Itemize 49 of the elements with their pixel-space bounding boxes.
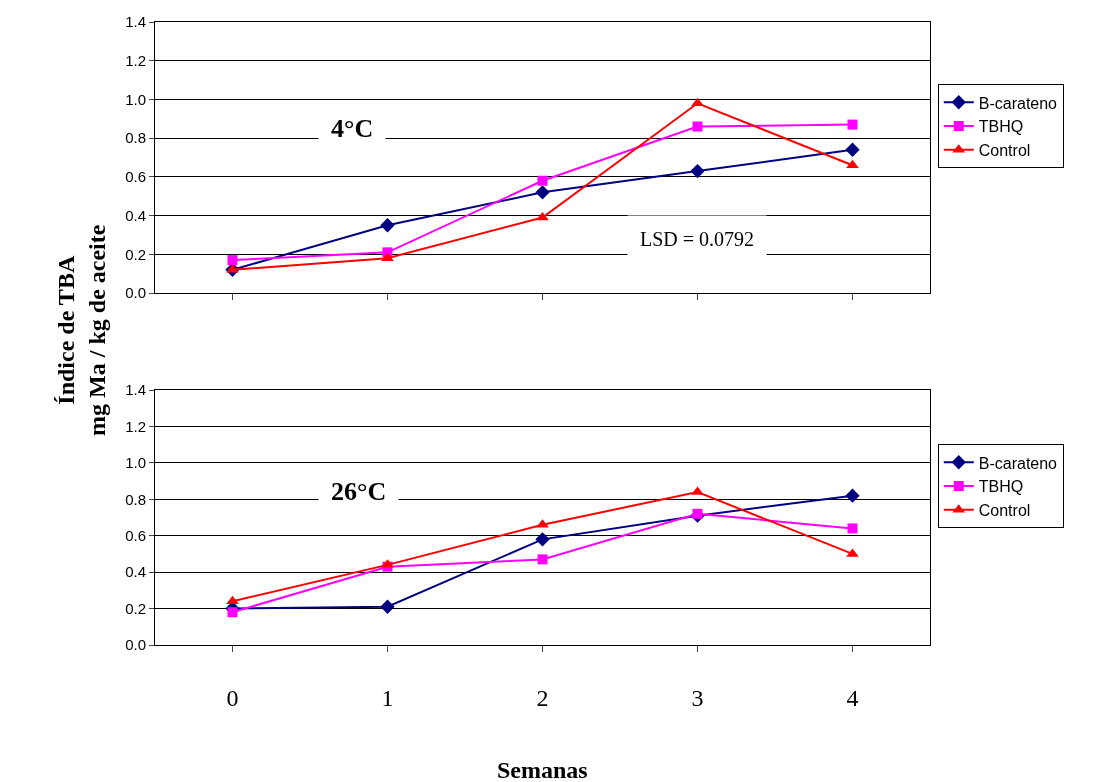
legend-label: Control [978,502,1031,520]
point [691,97,704,107]
point [537,554,548,565]
y-tick-label: 0.4 [125,563,146,581]
point [847,523,858,534]
x-tick-label: 0 [226,684,239,711]
y-tick-label: 0.4 [125,206,146,224]
annotation: 4°C [331,114,374,143]
point [380,218,395,233]
point [535,532,550,547]
y-tick-label: 0.8 [125,490,146,508]
point [692,508,703,519]
y-tick-label: 1.2 [125,51,146,69]
y-axis-title: Índice de TBA mg Ma / kg de aceite [52,224,111,436]
point [535,185,550,200]
y-tick-label: 1.4 [125,381,146,399]
x-tick-label: 1 [381,684,394,711]
y-tick-label: 0.0 [125,284,146,302]
x-axis-title: Semanas [497,757,588,782]
y-tick-label: 0.8 [125,129,146,147]
legend-label: B-carateno [978,94,1058,112]
y-tick-label: 0.6 [125,526,146,544]
y-tick-label: 0.2 [125,245,146,263]
y-tick-label: 1.0 [125,454,146,472]
y-tick-label: 1.4 [125,13,146,31]
point [847,119,858,130]
point [692,121,703,132]
x-tick-label: 2 [536,684,549,711]
point [537,175,548,186]
legend-label: Control [978,142,1031,160]
y-tick-label: 0.2 [125,599,146,617]
point [226,595,239,605]
x-tick-label: 3 [691,684,704,711]
point [690,163,705,179]
point [227,607,238,618]
y-tick-label: 1.2 [125,417,146,435]
y-tick-label: 1.0 [125,90,146,108]
point [845,488,860,503]
point [380,599,395,614]
y-tick-label: 0.6 [125,168,146,186]
point [227,255,238,266]
legend-label: TBHQ [978,118,1024,136]
x-tick-label: 4 [846,684,859,711]
annotation: 26°C [331,477,387,506]
legend-label: B-carateno [978,454,1058,472]
annotation: LSD = 0.0792 [640,228,755,250]
point [845,142,860,157]
y-tick-label: 0.0 [125,636,146,654]
legend-label: TBHQ [978,478,1024,496]
